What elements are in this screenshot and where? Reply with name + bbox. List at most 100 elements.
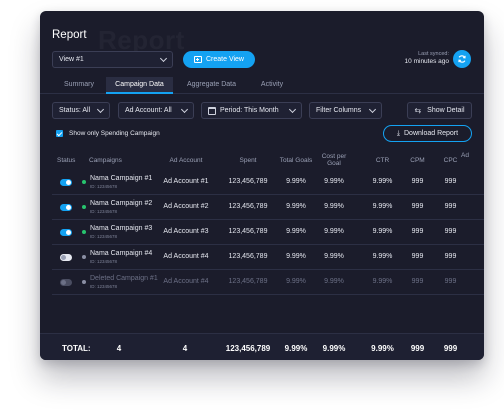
campaign-id: ID: 12345678 (90, 234, 118, 239)
column-header-cost-per-goal: Cost per Goal (321, 153, 347, 167)
campaign-name[interactable]: Nama Campaign #4 (90, 250, 153, 257)
status-toggle[interactable] (60, 229, 72, 236)
column-header-total-goals: Total Goals (279, 157, 313, 164)
total-cpc: 999 (443, 344, 458, 353)
total-goals-cell: 9.99% (286, 228, 306, 235)
cost-per-goal-cell: 9.99% (324, 253, 344, 260)
status-toggle (60, 279, 72, 286)
page-title: Report (52, 29, 87, 41)
table-row[interactable]: Nama Campaign #4 ID: 12345678 Ad Account… (52, 245, 484, 270)
last-synced-label: Last synced: (418, 51, 449, 57)
inactive-status-dot (82, 280, 86, 284)
campaign-name[interactable]: Nama Campaign #2 (90, 200, 153, 207)
spending-campaign-label: Show only Spending Campaign (69, 130, 160, 137)
chevron-down-icon (96, 105, 105, 113)
tab-summary[interactable]: Summary (64, 81, 94, 88)
total-spent: 123,456,789 (225, 344, 271, 353)
table-row[interactable]: Deleted Campaign #1 ID: 12345678 Ad Acco… (52, 270, 484, 295)
tab-aggregate-data[interactable]: Aggregate Data (186, 81, 237, 88)
ad-account-cell: Ad Account #1 (163, 178, 209, 185)
total-campaigns: 4 (116, 344, 122, 353)
campaign-id: ID: 12345678 (90, 259, 118, 264)
inactive-status-dot (82, 255, 86, 259)
total-row: TOTAL: 4 4 123,456,789 9.99% 9.99% 9.99%… (40, 333, 484, 360)
ad-account-cell: Ad Account #3 (163, 228, 209, 235)
column-header-cpm: CPM (410, 157, 425, 164)
period-filter[interactable]: Period: This Month (201, 102, 302, 119)
column-header-campaigns: Campaigns (89, 157, 122, 164)
total-accounts: 4 (182, 344, 188, 353)
cost-per-goal-cell: 9.99% (324, 228, 344, 235)
campaign-id: ID: 12345678 (90, 184, 118, 189)
ctr-cell: 9.99% (372, 228, 393, 235)
refresh-icon (458, 55, 466, 63)
sync-status: Last synced: 10 minutes ago (405, 51, 449, 65)
filter-columns-dropdown[interactable]: Filter Columns (309, 102, 382, 119)
cpm-cell: 999 (411, 228, 424, 235)
cpc-cell: 999 (444, 253, 457, 260)
table-row[interactable]: Nama Campaign #2 ID: 12345678 Ad Account… (52, 195, 484, 220)
campaign-name[interactable]: Deleted Campaign #1 (90, 275, 158, 282)
add-icon (193, 56, 202, 63)
column-header-ctr: CTR (375, 157, 390, 164)
cpc-cell: 999 (444, 228, 457, 235)
cost-per-goal-cell: 9.99% (324, 203, 344, 210)
show-detail-button[interactable]: ⇆ Show Detail (407, 102, 472, 119)
total-goals-cell: 9.99% (286, 203, 306, 210)
cost-per-goal-cell: 9.99% (324, 278, 344, 285)
campaign-id: ID: 12345678 (90, 209, 118, 214)
tab-bar: Summary Campaign Data Aggregate Data Act… (40, 77, 484, 94)
total-goals: 9.99% (284, 344, 308, 353)
tab-activity[interactable]: Activity (260, 81, 284, 88)
show-detail-label: Show Detail (427, 107, 465, 114)
tab-campaign-data[interactable]: Campaign Data (106, 77, 173, 94)
period-filter-label: Period: This Month (220, 107, 279, 114)
create-view-button[interactable]: Create View (183, 51, 255, 68)
total-goals-cell: 9.99% (286, 278, 306, 285)
sync-button[interactable] (453, 50, 471, 68)
ad-account-filter[interactable]: Ad Account: All (118, 102, 194, 119)
spent-cell: 123,456,789 (228, 253, 268, 260)
total-label: TOTAL: (62, 344, 91, 353)
download-icon: ⤓ (396, 129, 400, 137)
download-report-button[interactable]: ⤓ Download Report (383, 125, 472, 142)
calendar-icon (208, 106, 216, 115)
spent-cell: 123,456,789 (228, 178, 268, 185)
table-row[interactable]: Nama Campaign #3 ID: 12345678 Ad Account… (52, 220, 484, 245)
campaign-id: ID: 12345678 (90, 284, 118, 289)
spending-campaign-checkbox[interactable] (56, 130, 63, 137)
cpc-cell: 999 (444, 278, 457, 285)
total-ctr: 9.99% (371, 344, 394, 353)
ctr-cell: 9.99% (372, 203, 393, 210)
chevron-down-icon (368, 105, 377, 113)
spending-campaign-toggle[interactable]: Show only Spending Campaign (56, 130, 160, 137)
ad-account-filter-label: Ad Account: All (125, 107, 172, 114)
ad-account-cell: Ad Account #2 (163, 203, 209, 210)
cpm-cell: 999 (411, 178, 424, 185)
table-row[interactable]: Nama Campaign #1 ID: 12345678 Ad Account… (52, 170, 484, 195)
campaign-name[interactable]: Nama Campaign #1 (90, 175, 153, 182)
ad-account-cell: Ad Account #4 (163, 253, 209, 260)
create-view-label: Create View (205, 56, 244, 63)
cpm-cell: 999 (411, 278, 424, 285)
active-status-dot (82, 205, 86, 209)
chevron-down-icon (159, 54, 168, 62)
status-toggle[interactable] (60, 179, 72, 186)
view-select[interactable]: View #1 (52, 51, 173, 68)
cpc-cell: 999 (444, 203, 457, 210)
column-header-ad: Ad (461, 152, 469, 159)
status-filter[interactable]: Status: All (52, 102, 110, 119)
column-header-cpc: CPC (443, 157, 458, 164)
cpc-cell: 999 (444, 178, 457, 185)
campaign-name[interactable]: Nama Campaign #3 (90, 225, 153, 232)
column-header-ad-account: Ad Account (169, 157, 203, 164)
cpm-cell: 999 (411, 253, 424, 260)
column-header-spent: Spent (239, 157, 257, 164)
ctr-cell: 9.99% (372, 278, 393, 285)
spent-cell: 123,456,789 (228, 228, 268, 235)
active-status-dot (82, 230, 86, 234)
total-goals-cell: 9.99% (286, 253, 306, 260)
status-toggle[interactable] (60, 204, 72, 211)
status-toggle[interactable] (60, 254, 72, 261)
report-window: Report Report View #1 Create View Last s… (40, 11, 484, 360)
